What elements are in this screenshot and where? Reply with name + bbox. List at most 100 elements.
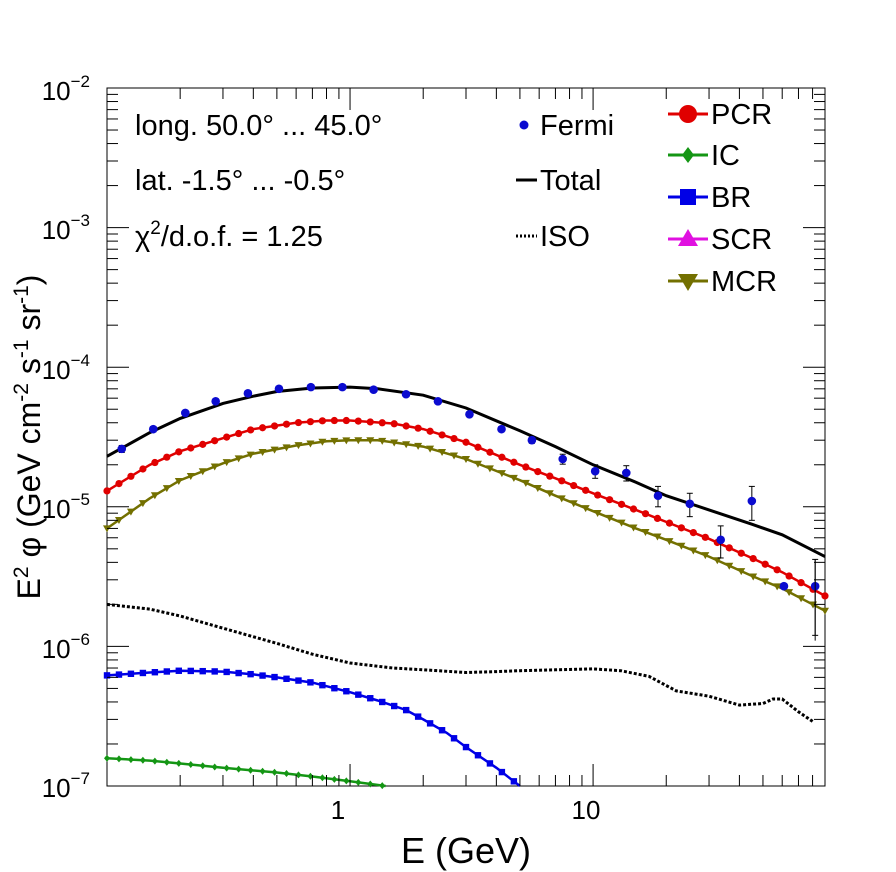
legend-marker-mcr [678,274,698,291]
mcr-marker [569,500,578,508]
legend-entry-iso: ISO [516,221,590,253]
ic-marker [127,756,134,764]
pcr-marker [402,422,410,430]
y-tick-label-1e-4: 10−4 [42,351,90,385]
mcr-marker [234,455,243,463]
br-marker [319,681,326,689]
br-marker [211,668,218,675]
fermi-point [716,535,725,545]
mcr-marker [330,437,339,445]
legend-label-total: Total [540,165,601,197]
legend-label-ic: IC [711,140,740,172]
pcr-marker [773,566,781,574]
y-tick-label-1e-2: 10−2 [42,72,90,106]
br-marker [510,778,518,785]
ic-marker [223,764,230,772]
fermi-point [401,389,411,399]
pcr-marker [522,463,530,471]
mcr-marker [497,470,506,478]
fermi-point [653,491,663,501]
fermi-point [590,466,600,476]
fermi-point [558,454,568,464]
mcr-marker [725,562,734,570]
pcr-marker [486,448,494,456]
series-line-br [106,669,521,787]
fermi-point [181,408,190,418]
br-marker [187,667,194,675]
fermi-point [274,384,284,394]
br-marker [462,743,470,751]
mcr-marker [701,552,710,560]
fermi-point [369,385,378,394]
annotation-latitude: lat. -1.5° ... -0.5° [135,165,345,197]
mcr-marker [378,437,387,445]
mcr-marker [797,595,806,603]
legend-label-mcr: MCR [711,266,777,298]
ic-marker [259,767,266,775]
ic-marker [367,780,374,788]
mcr-marker [426,445,435,453]
pcr-marker [641,510,650,518]
br-marker [247,670,254,678]
fermi-point [497,424,506,434]
mcr-marker [294,442,303,450]
pcr-marker [235,429,243,438]
pcr-marker [366,418,374,426]
br-marker [175,667,182,674]
mcr-marker [509,474,518,482]
fermi-point [747,496,757,506]
fermi-point [685,499,695,509]
pcr-marker [426,427,434,435]
pcr-marker [594,491,602,499]
mcr-marker [545,490,554,498]
pcr-marker [546,472,554,480]
legend-marker-fermi [519,120,529,130]
series-markers-ic [104,754,386,790]
mcr-marker [258,448,267,456]
legend-entry-fermi: Fermi [519,110,614,142]
legend-entry-br: BR [668,182,751,214]
mcr-marker [222,459,231,467]
br-marker [127,670,135,677]
pcr-marker [282,420,291,428]
pcr-marker [749,555,757,563]
ic-marker [211,763,218,771]
br-marker [402,706,410,714]
pcr-marker [438,431,446,439]
pcr-marker [462,438,470,446]
ic-marker [331,775,338,783]
pcr-marker [115,479,123,488]
ic-marker [175,759,182,767]
fermi-point [117,444,127,454]
br-marker [295,677,302,684]
br-marker [115,671,123,678]
mcr-marker [246,451,255,459]
ic-marker [199,762,206,770]
pcr-marker [103,487,111,495]
series-markers-br [103,667,518,785]
mcr-marker [414,442,423,450]
pcr-marker [187,444,195,452]
fermi-point [433,396,443,406]
pcr-marker [534,467,542,476]
pcr-marker [498,453,506,461]
pcr-marker [629,505,638,513]
fermi-point [779,581,789,591]
mcr-marker [593,510,602,518]
series-markers-mcr [103,437,829,615]
mcr-marker [761,578,770,586]
series-markers-pcr [103,416,829,600]
ic-marker [271,768,278,776]
legend-label-scr: SCR [711,224,772,256]
br-marker [283,675,290,682]
pcr-marker [258,424,267,432]
mcr-marker [485,465,494,473]
br-marker [379,698,386,706]
mcr-marker [438,449,447,457]
ic-marker [379,782,386,790]
br-marker [450,735,458,742]
pcr-marker [617,500,626,508]
annotation-chi2: χ2/d.o.f. = 1.25 [135,218,323,253]
pcr-marker [606,496,614,504]
